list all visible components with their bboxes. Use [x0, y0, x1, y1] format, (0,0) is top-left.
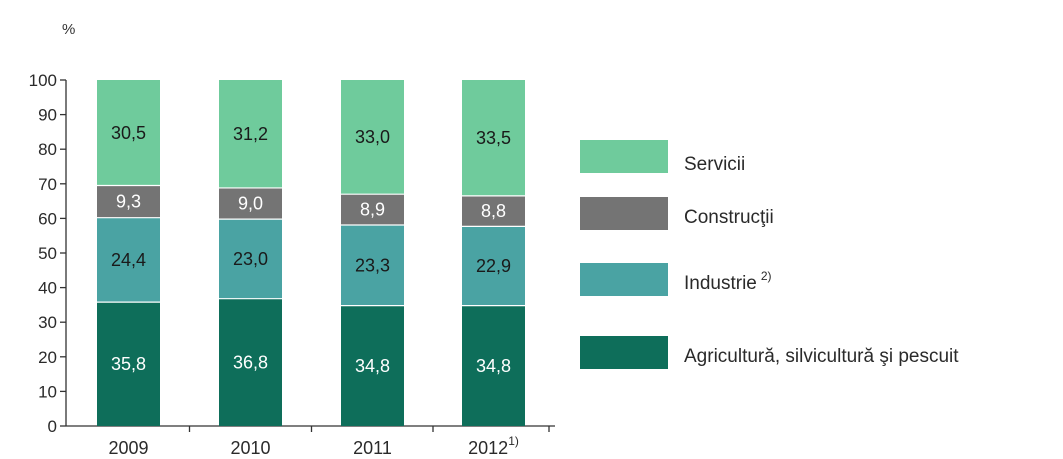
y-tick-label: 10: [38, 382, 57, 401]
data-label: 33,0: [355, 127, 390, 147]
bar-segment: [97, 217, 160, 303]
bar-segment: [97, 80, 160, 186]
data-label: 34,8: [355, 356, 390, 376]
y-tick-label: 90: [38, 106, 57, 125]
x-category-label: 2010: [230, 438, 270, 458]
data-label: 36,8: [233, 352, 268, 372]
data-label-group: 35,8 24,4 9,3 30,5 36,8 23,0 9,0 31,2 34,8 23,3 8,…: [111, 123, 511, 376]
data-label: 8,8: [481, 201, 506, 221]
data-label: 9,3: [116, 192, 141, 212]
x-category-label: 2011: [353, 438, 392, 458]
y-tick-label: 80: [38, 140, 57, 159]
data-label: 23,0: [233, 249, 268, 269]
bar-group: [97, 80, 525, 426]
data-label: 9,0: [238, 194, 263, 214]
data-label: 8,9: [360, 200, 385, 220]
legend-swatch: [580, 263, 668, 296]
bar-segment: [219, 219, 282, 299]
legend-swatch: [580, 140, 668, 173]
y-axis: 0 10 20 30 40 50 60 70 80 90 100: [29, 71, 67, 436]
bar-segment: [341, 305, 404, 426]
bar-segment: [462, 80, 525, 196]
bar-segment: [97, 302, 160, 426]
legend-swatch: [580, 197, 668, 230]
bar-segment: [219, 187, 282, 220]
x-category-label: 20121): [468, 434, 519, 458]
x-category-label: 2009: [108, 438, 148, 458]
data-label: 31,2: [233, 124, 268, 144]
bar-segment: [97, 185, 160, 218]
y-tick-label: 20: [38, 348, 57, 367]
legend-label: Agricultură, silvicultură şi pescuit: [684, 346, 959, 367]
bar-segment: [462, 226, 525, 306]
y-tick-label: 70: [38, 175, 57, 194]
legend-label: Construcţii: [684, 207, 774, 228]
y-tick-label: 50: [38, 244, 57, 263]
legend-swatch: [580, 336, 668, 369]
bar-segment: [462, 305, 525, 426]
y-axis-unit-label: %: [62, 21, 75, 38]
data-label: 23,3: [355, 255, 390, 275]
bar-segment: [219, 298, 282, 426]
data-label: 35,8: [111, 354, 146, 374]
x-axis: 2009 2010 2011 20121): [66, 425, 555, 458]
y-tick-label: 0: [48, 417, 57, 436]
legend: Servicii Construcţii Industrie 2) Agricultur…: [580, 140, 959, 369]
y-tick-label: 40: [38, 279, 57, 298]
bar-segment: [341, 80, 404, 195]
data-label: 33,5: [476, 128, 511, 148]
legend-label: Servicii: [684, 154, 745, 175]
bar-segment: [462, 195, 525, 227]
data-label: 24,4: [111, 250, 146, 270]
y-tick-label: 30: [38, 313, 57, 332]
bar-segment: [341, 194, 404, 225]
data-label: 34,8: [476, 356, 511, 376]
legend-label: Industrie 2): [684, 269, 772, 294]
y-tick-label: 60: [38, 209, 57, 228]
bar-segment: [341, 224, 404, 306]
data-label: 22,9: [476, 256, 511, 276]
data-label: 30,5: [111, 123, 146, 143]
bar-segment: [219, 80, 282, 188]
y-tick-label: 100: [29, 71, 57, 90]
